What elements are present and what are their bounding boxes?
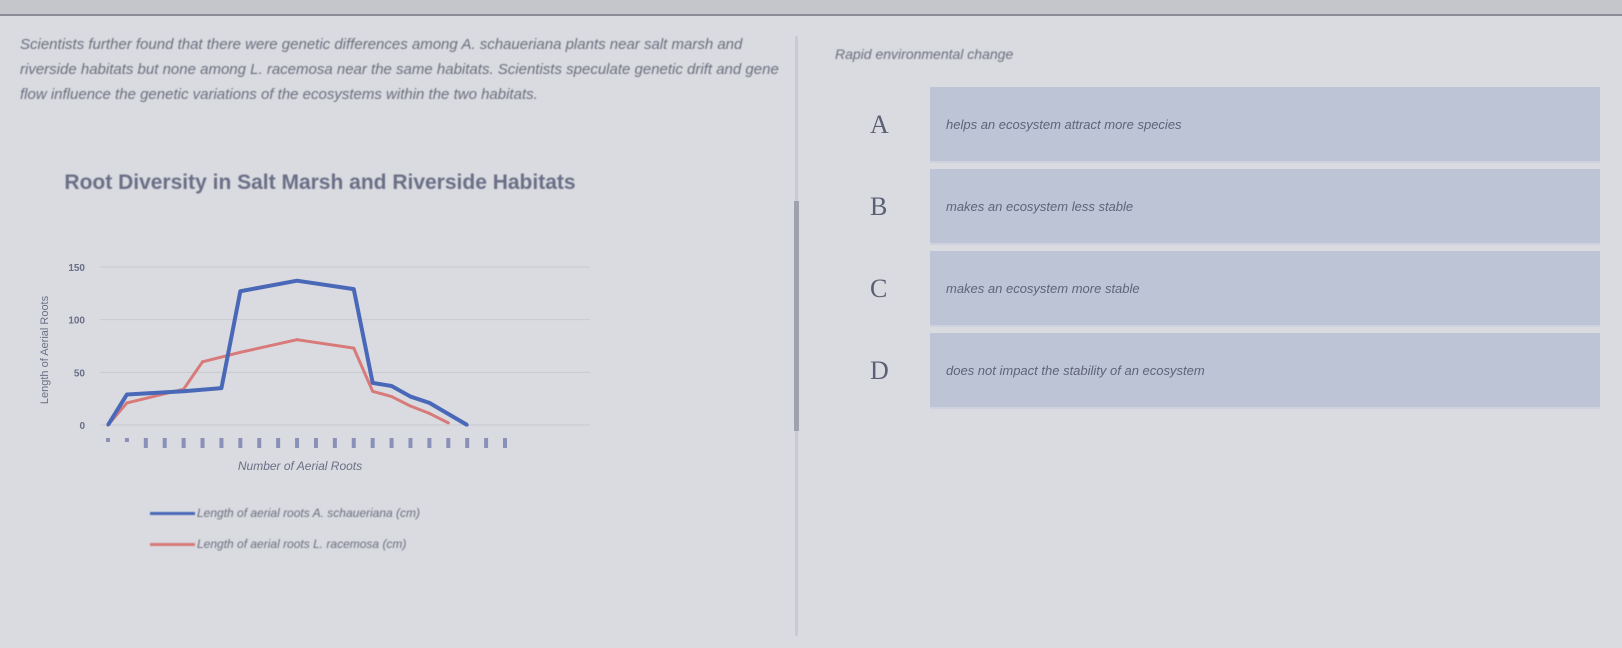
- data-point: [238, 350, 242, 354]
- x-tick-mark: [313, 438, 318, 448]
- option-letter: A: [870, 110, 889, 139]
- series-line: [106, 338, 449, 426]
- data-point: [427, 401, 431, 405]
- x-axis-label: Number of Aerial Roots: [238, 459, 362, 473]
- option-text[interactable]: helps an ecosystem attract more species: [930, 87, 1600, 163]
- legend-item-a-schaueriana: Length of aerial roots A. schaueriana (c…: [150, 506, 420, 520]
- data-point: [295, 338, 299, 342]
- y-tick-label: 0: [79, 421, 85, 432]
- option-text[interactable]: does not impact the stability of an ecos…: [930, 333, 1600, 409]
- x-tick-mark: [408, 438, 413, 448]
- passage-text: Scientists further found that there were…: [20, 36, 779, 103]
- data-point: [125, 392, 129, 396]
- y-tick-label: 100: [68, 316, 85, 327]
- data-point: [446, 421, 450, 425]
- x-tick-mark: [143, 438, 148, 448]
- top-bar: [0, 0, 1622, 16]
- data-point: [465, 423, 469, 427]
- y-tick-label: 150: [68, 263, 85, 274]
- legend-item-l-racemosa: Length of aerial roots L. racemosa (cm): [150, 537, 406, 551]
- pane-divider-scrollbar[interactable]: [794, 36, 799, 636]
- data-point: [125, 401, 129, 405]
- legend-swatch: [150, 542, 195, 546]
- x-tick-mark: [276, 438, 281, 448]
- data-point: [371, 389, 375, 393]
- x-tick-mark: [162, 438, 167, 448]
- data-point: [238, 289, 242, 293]
- data-point: [408, 395, 412, 399]
- option-letter: D: [870, 356, 889, 385]
- y-tick-label: 50: [74, 368, 86, 379]
- x-tick-mark: [200, 438, 205, 448]
- option-text[interactable]: makes an ecosystem less stable: [930, 169, 1600, 245]
- legend-label: Length of aerial roots L. racemosa (cm): [197, 537, 407, 551]
- option-letter: B: [870, 192, 888, 221]
- question-stem: Rapid environmental change: [835, 46, 1014, 62]
- x-tick-mark: [427, 438, 432, 448]
- data-point: [106, 423, 110, 427]
- data-point: [408, 404, 412, 408]
- scrollbar-thumb[interactable]: [794, 201, 799, 431]
- x-tick-mark: [106, 438, 110, 442]
- y-axis-label: Length of Aerial Roots: [39, 295, 51, 404]
- line-chart: 0 50 100 150 Length of Aerial Roots Number of…: [39, 263, 590, 473]
- data-point: [182, 389, 186, 393]
- x-tick-mark: [389, 438, 394, 448]
- data-point: [371, 381, 375, 385]
- x-tick-mark: [124, 438, 129, 442]
- legend-label: Length of aerial roots A. schaueriana (c…: [197, 506, 421, 520]
- x-tick-mark: [295, 438, 300, 448]
- x-tick-mark: [351, 438, 356, 448]
- x-tick-mark: [446, 438, 451, 448]
- data-point: [390, 384, 394, 388]
- data-point: [219, 386, 223, 390]
- x-tick-mark: [219, 438, 224, 448]
- data-point: [390, 395, 394, 399]
- data-point: [201, 360, 205, 364]
- x-tick-mark: [238, 438, 243, 448]
- x-tick-mark: [332, 438, 337, 448]
- option-letter: C: [870, 274, 888, 303]
- x-tick-mark: [484, 438, 489, 448]
- data-point: [352, 346, 356, 350]
- x-tick-mark: [181, 438, 186, 448]
- data-point: [295, 279, 299, 283]
- x-tick-mark: [257, 438, 262, 448]
- x-tick-mark: [370, 438, 375, 448]
- data-point: [427, 411, 431, 415]
- legend-swatch: [150, 511, 195, 515]
- chart-title: Root Diversity in Salt Marsh and Riversi…: [64, 171, 576, 194]
- x-tick-mark: [503, 438, 507, 448]
- x-tick-mark: [465, 438, 470, 448]
- option-text[interactable]: makes an ecosystem more stable: [930, 251, 1600, 327]
- data-point: [352, 287, 356, 291]
- series-line: [106, 278, 469, 427]
